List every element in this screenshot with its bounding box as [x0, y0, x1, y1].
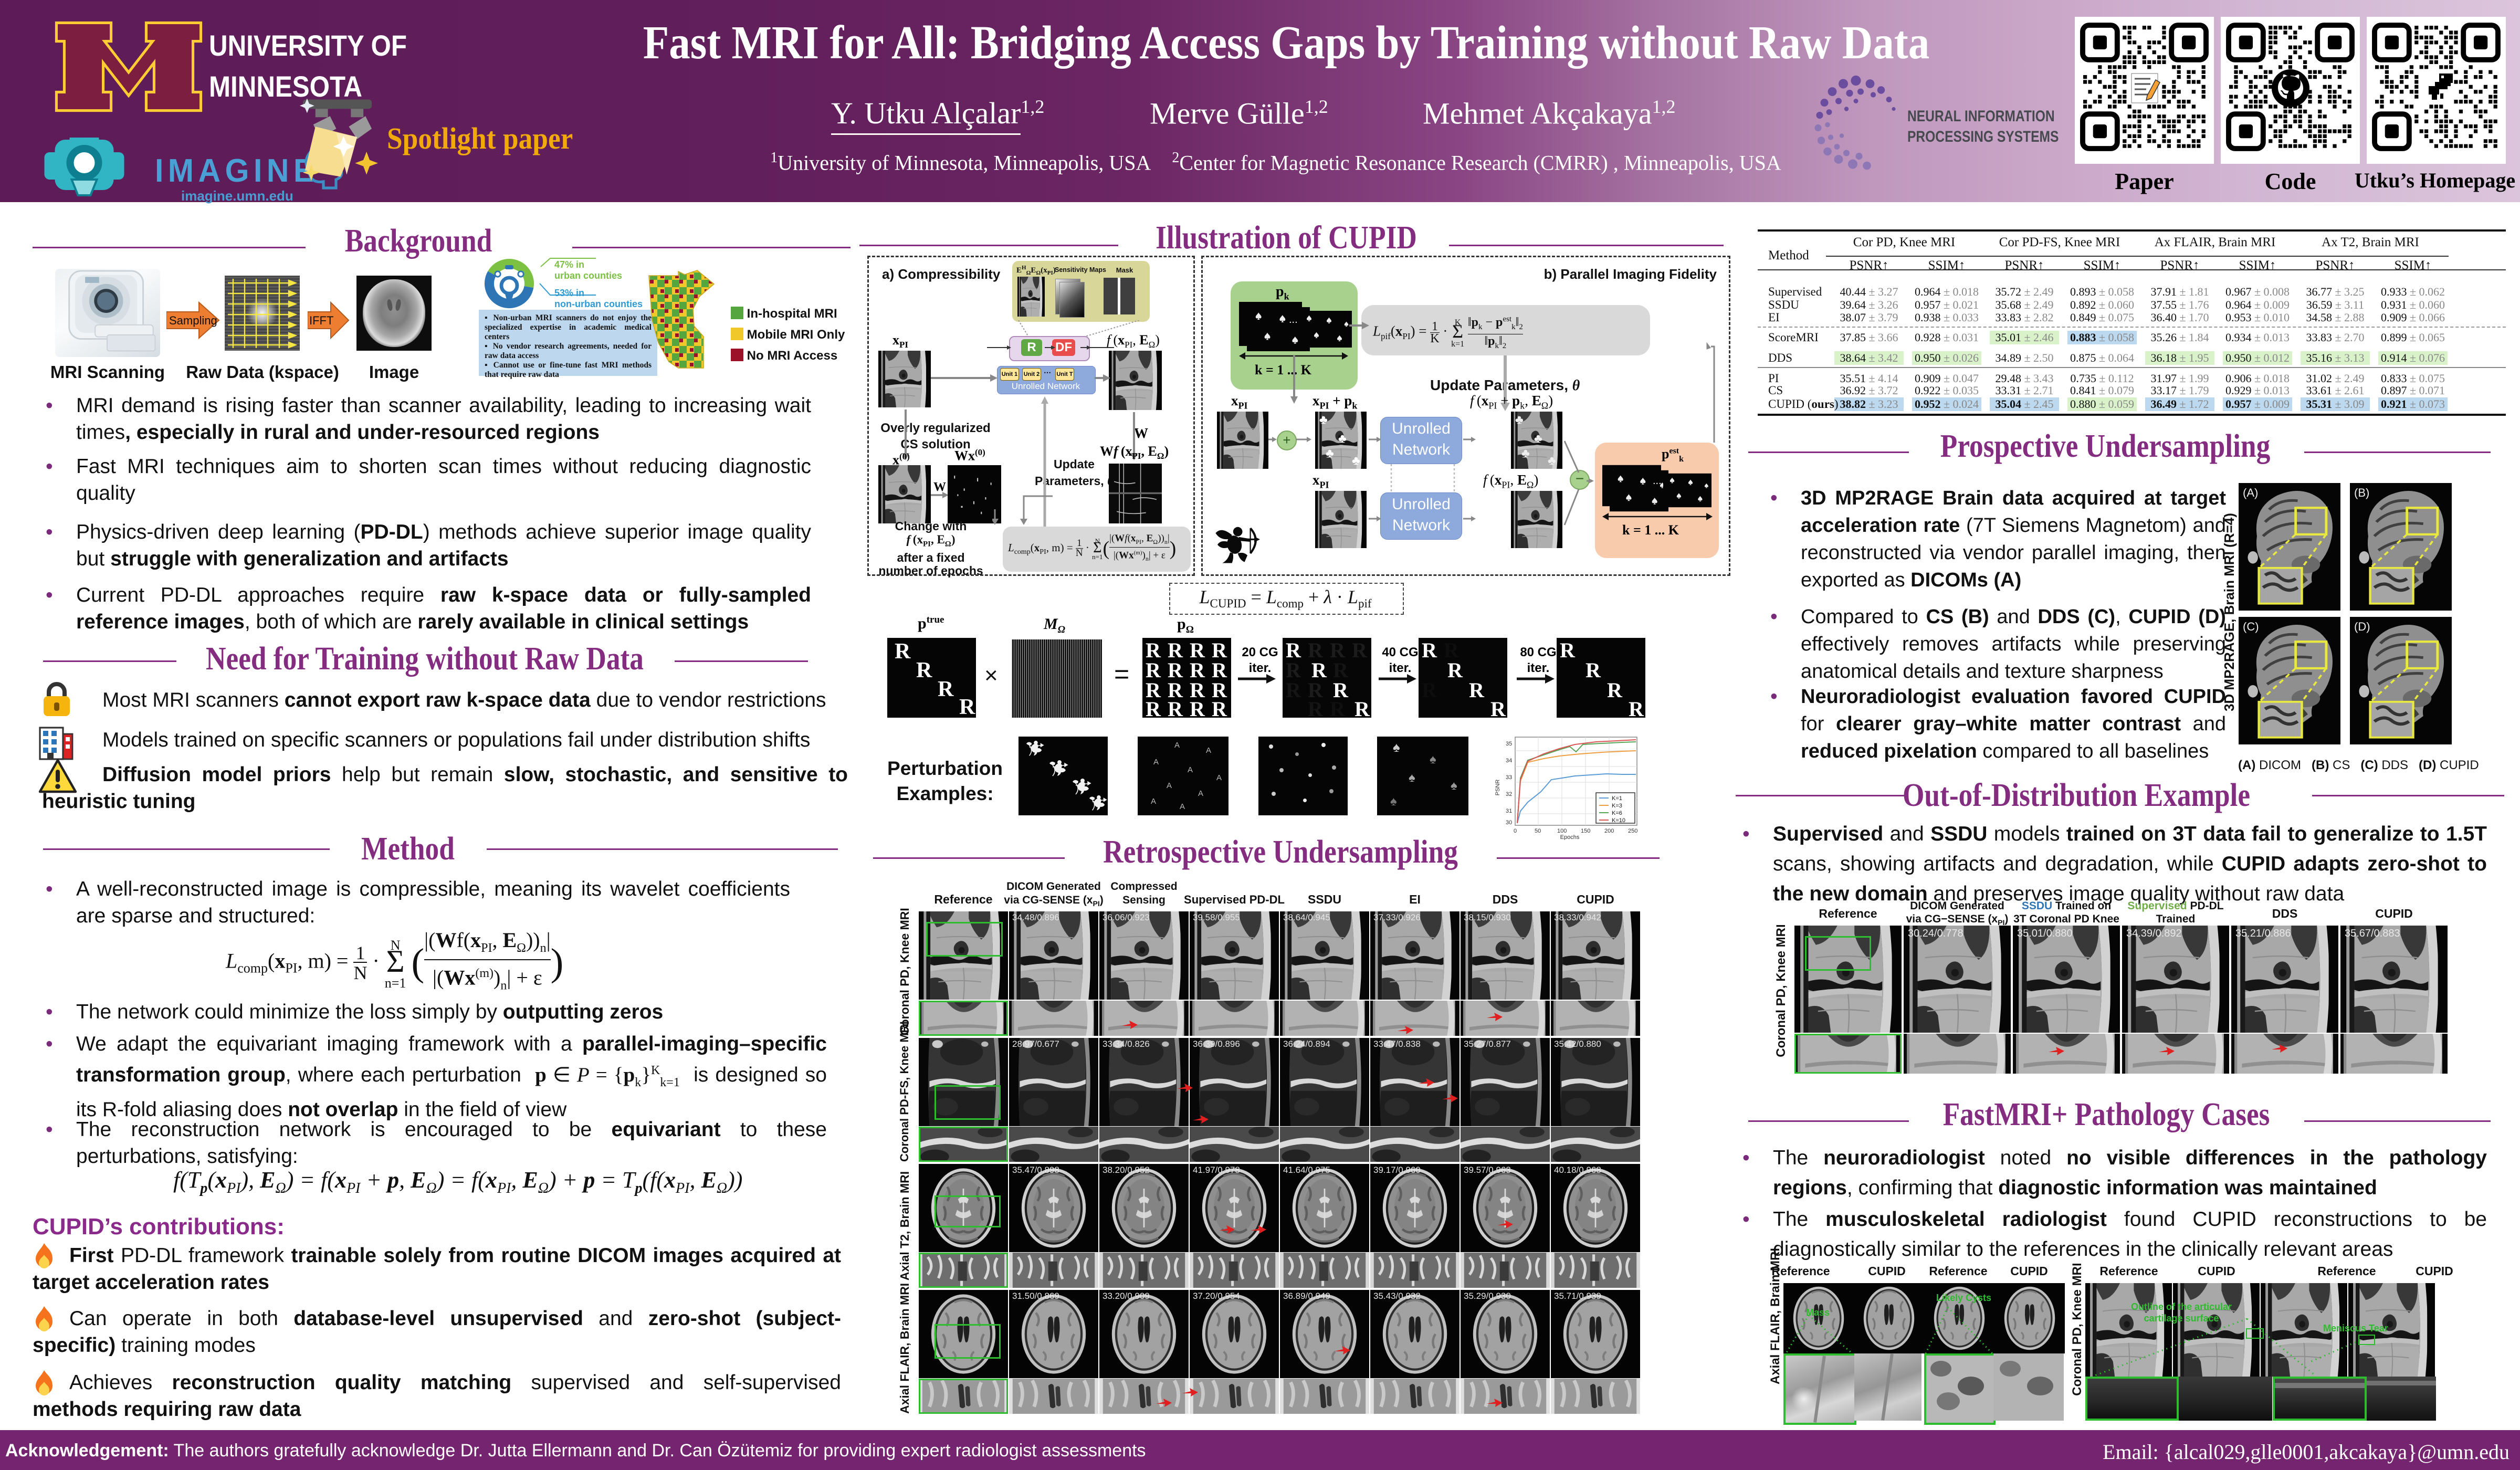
svg-text:35: 35: [1506, 741, 1512, 747]
svg-text:250: 250: [1628, 828, 1637, 834]
svg-text:30: 30: [1506, 820, 1512, 826]
svg-text:32: 32: [1506, 791, 1512, 797]
svg-text:K=3: K=3: [1612, 803, 1622, 809]
svg-text:Epochs: Epochs: [1560, 834, 1580, 840]
svg-text:200: 200: [1604, 828, 1614, 834]
svg-text:K=1: K=1: [1612, 795, 1622, 802]
svg-text:150: 150: [1581, 828, 1590, 834]
svg-text:34: 34: [1506, 758, 1512, 764]
svg-text:Sampling: Sampling: [169, 314, 217, 327]
svg-text:K=10: K=10: [1612, 817, 1625, 824]
svg-text:100: 100: [1557, 828, 1567, 834]
svg-text:0: 0: [1514, 828, 1517, 834]
svg-text:K=6: K=6: [1612, 810, 1622, 816]
svg-text:IFFT: IFFT: [309, 314, 333, 327]
svg-text:31: 31: [1506, 808, 1512, 814]
svg-text:50: 50: [1535, 828, 1541, 834]
svg-text:PSNR: PSNR: [1495, 780, 1501, 796]
svg-text:33: 33: [1506, 774, 1512, 781]
